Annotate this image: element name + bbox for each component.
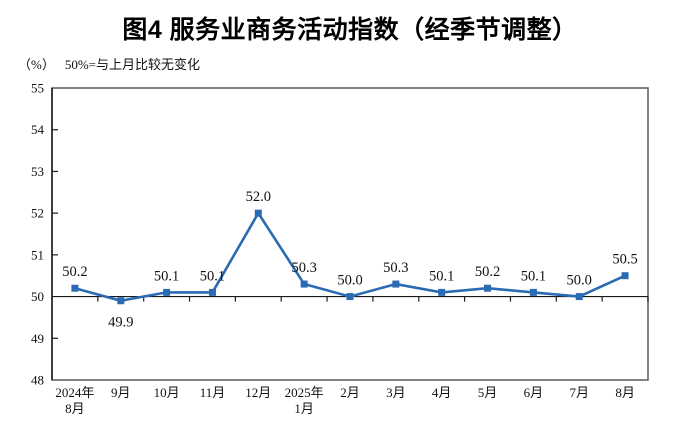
- y-tick-label: 48: [31, 373, 44, 388]
- data-label: 50.2: [62, 264, 87, 280]
- y-tick-label: 55: [31, 81, 44, 96]
- data-label: 50.1: [429, 268, 454, 284]
- plot-area-border: [51, 87, 649, 381]
- data-marker: [208, 288, 216, 296]
- data-marker: [254, 209, 262, 217]
- data-marker: [438, 288, 446, 296]
- chart-title: 图4 服务业商务活动指数（经季节调整）: [122, 16, 578, 44]
- y-axis-unit-label: （%）: [18, 57, 55, 72]
- data-marker: [71, 284, 79, 292]
- x-tick-label: 12月: [245, 385, 271, 400]
- data-label: 50.1: [154, 268, 179, 284]
- data-marker: [621, 272, 629, 280]
- data-label: 50.0: [337, 273, 362, 289]
- data-label: 50.0: [567, 273, 592, 289]
- data-label: 50.2: [475, 264, 500, 280]
- data-label: 49.9: [108, 315, 133, 331]
- data-marker: [484, 284, 492, 292]
- data-marker: [529, 288, 537, 296]
- data-label: 50.1: [521, 268, 546, 284]
- x-tick-label: 9月: [111, 385, 131, 400]
- y-tick-label: 53: [31, 164, 44, 179]
- data-marker: [346, 293, 354, 301]
- x-tick-label: 8月: [615, 385, 635, 400]
- y-tick-label: 52: [31, 206, 44, 221]
- x-tick-label: 5月: [478, 385, 498, 400]
- reference-note: 50%=与上月比较无变化: [64, 57, 201, 72]
- data-marker: [163, 288, 171, 296]
- data-marker: [300, 280, 308, 288]
- y-tick-label: 50: [31, 289, 44, 304]
- data-marker: [392, 280, 400, 288]
- y-tick-label: 49: [31, 331, 44, 346]
- y-tick-label: 54: [31, 122, 45, 137]
- x-tick-label: 2025年 1月: [285, 385, 324, 416]
- x-tick-label: 4月: [432, 385, 452, 400]
- chart-subtitle: （%） 50%=与上月比较无变化: [18, 54, 200, 73]
- data-label: 50.3: [291, 260, 316, 276]
- x-tick-label: 2月: [340, 385, 360, 400]
- data-label: 50.5: [612, 252, 637, 268]
- x-tick-label: 3月: [386, 385, 406, 400]
- data-marker: [575, 293, 583, 301]
- x-tick-label: 6月: [524, 385, 544, 400]
- x-tick-label: 11月: [200, 385, 226, 400]
- x-tick-label: 10月: [154, 385, 180, 400]
- data-marker: [117, 297, 125, 305]
- data-label: 50.1: [200, 268, 225, 284]
- x-tick-label: 7月: [569, 385, 589, 400]
- data-label: 50.3: [383, 260, 408, 276]
- y-tick-label: 51: [31, 247, 44, 262]
- data-label: 52.0: [246, 189, 271, 205]
- x-tick-label: 2024年 8月: [55, 385, 94, 416]
